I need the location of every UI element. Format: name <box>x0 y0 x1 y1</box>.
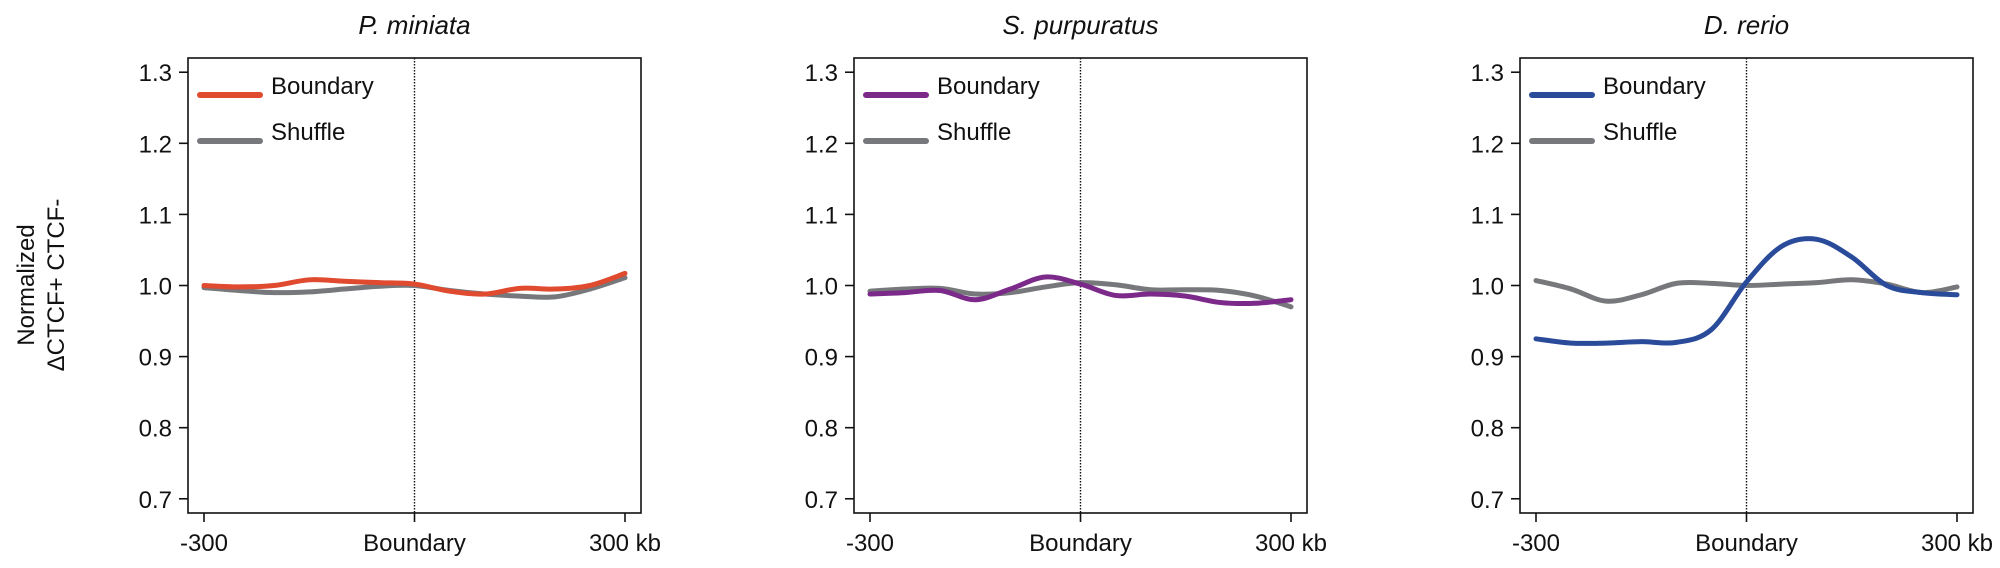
x-tick-label: Boundary <box>363 530 466 557</box>
legend-label-shuffle: Shuffle <box>1603 119 1677 146</box>
x-tick-label: -300 <box>846 530 894 557</box>
y-tick-label: 0.7 <box>805 487 838 514</box>
y-tick-label: 0.8 <box>1471 416 1504 443</box>
y-tick-label: 0.7 <box>139 487 172 514</box>
legend-label-boundary: Boundary <box>1603 73 1706 100</box>
y-tick-label: 0.8 <box>805 416 838 443</box>
legend-label-shuffle: Shuffle <box>937 119 1011 146</box>
y-tick-label: 1.1 <box>805 202 838 229</box>
y-tick-label: 1.2 <box>139 131 172 158</box>
chart-panel-3: D. rerio 0.7 0.8 0.9 1.0 1.1 1.2 1.3 -300 Boundar… <box>1471 10 1993 557</box>
x-tick-label: -300 <box>1512 530 1560 557</box>
y-tick-label: 1.2 <box>805 131 838 158</box>
y-tick-label: 1.3 <box>1471 60 1504 87</box>
series-line-boundary <box>1533 236 1960 346</box>
chart-title: D. rerio <box>1704 10 1789 40</box>
x-tick-label: Boundary <box>1695 530 1798 557</box>
y-tick-label: 1.0 <box>805 274 838 301</box>
y-axis-label-line-2: ΔCTCF+ CTCF- <box>43 199 70 372</box>
y-tick-label: 0.9 <box>139 345 172 372</box>
legend-label-boundary: Boundary <box>271 73 374 100</box>
y-tick-label: 1.3 <box>139 60 172 87</box>
x-tick-label: 300 kb <box>1921 530 1993 557</box>
chart-title: P. miniata <box>358 10 470 40</box>
series-line-boundary <box>201 270 628 297</box>
y-tick-label: 1.1 <box>1471 202 1504 229</box>
chart-panel-2: S. purpuratus 0.7 0.8 0.9 1.0 1.1 1.2 1.3 -300 Bo… <box>805 10 1327 557</box>
chart-title: S. purpuratus <box>1002 10 1158 40</box>
y-tick-label: 1.0 <box>139 274 172 301</box>
y-tick-label: 1.2 <box>1471 131 1504 158</box>
y-tick-label: 0.7 <box>1471 487 1504 514</box>
chart-panel-1: P. miniata 0.7 0.8 0.9 1.0 1.1 1.2 1.3 -300 Bound… <box>139 10 661 557</box>
y-tick-label: 0.9 <box>1471 345 1504 372</box>
y-tick-label: 1.0 <box>1471 274 1504 301</box>
y-axis-label: Normalized ΔCTCF+ CTCF- <box>13 199 70 372</box>
y-axis-label-line-1: Normalized <box>13 224 40 345</box>
y-tick-label: 1.3 <box>805 60 838 87</box>
legend-label-shuffle: Shuffle <box>271 119 345 146</box>
series-line-boundary <box>867 274 1294 307</box>
y-tick-label: 0.9 <box>805 345 838 372</box>
y-tick-label: 1.1 <box>139 202 172 229</box>
x-tick-label: -300 <box>180 530 228 557</box>
x-tick-label: Boundary <box>1029 530 1132 557</box>
x-tick-label: 300 kb <box>1255 530 1327 557</box>
y-tick-label: 0.8 <box>139 416 172 443</box>
legend-label-boundary: Boundary <box>937 73 1040 100</box>
x-tick-label: 300 kb <box>589 530 661 557</box>
